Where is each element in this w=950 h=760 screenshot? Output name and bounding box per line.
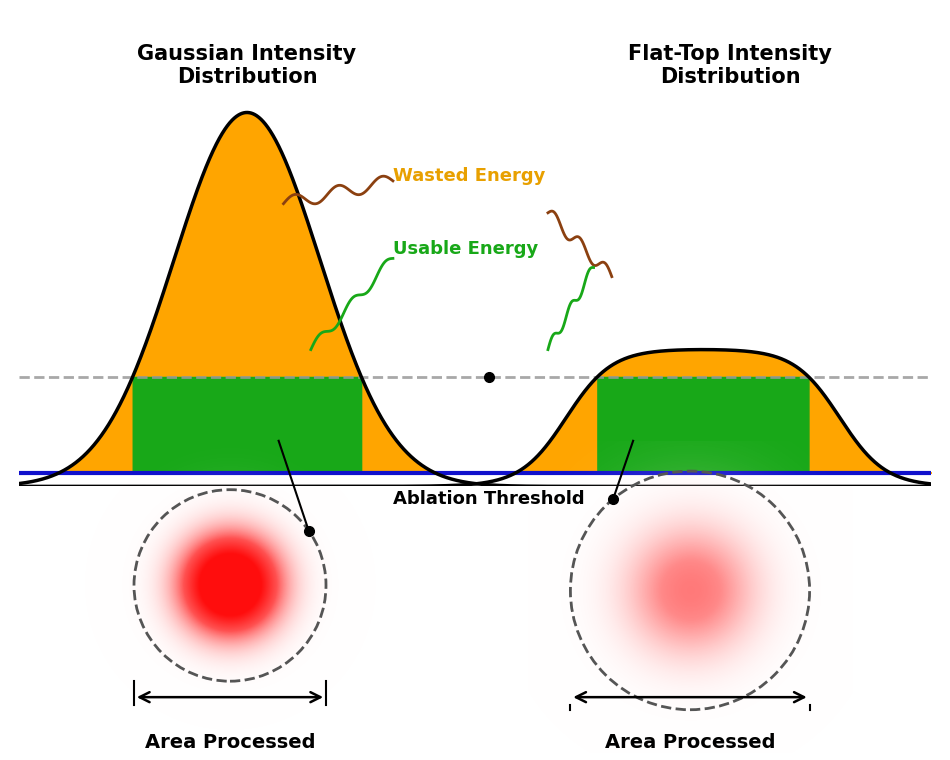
Text: Area Processed: Area Processed — [605, 733, 775, 752]
Text: Usable Energy: Usable Energy — [393, 240, 538, 258]
Text: Ablation Threshold: Ablation Threshold — [393, 490, 585, 508]
Text: Gaussian Intensity
Distribution: Gaussian Intensity Distribution — [138, 44, 356, 87]
Text: Wasted Energy: Wasted Energy — [393, 167, 545, 185]
Text: Area Processed: Area Processed — [144, 733, 315, 752]
Text: Flat-Top Intensity
Distribution: Flat-Top Intensity Distribution — [628, 44, 832, 87]
